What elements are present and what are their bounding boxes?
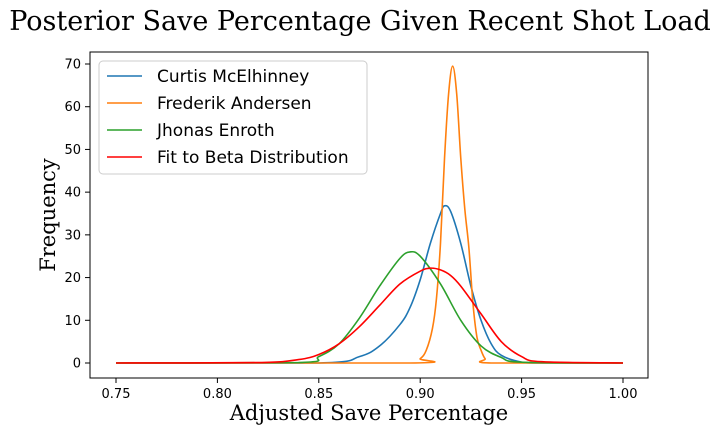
x-tick-label: 0.85 — [304, 387, 333, 402]
x-axis: 0.75 0.80 0.85 0.90 0.95 1.00 — [102, 378, 638, 402]
legend: Curtis McElhinney Frederik Andersen Jhonas… — [98, 60, 368, 175]
y-axis-label: Frequency — [36, 158, 60, 272]
series-line-2 — [115, 250, 624, 364]
legend-label: Jhonas Enroth — [156, 121, 275, 141]
x-tick-label: 0.95 — [507, 387, 536, 402]
series-line-0 — [115, 204, 623, 364]
y-tick-label: 60 — [64, 100, 81, 115]
plot-lines — [115, 65, 624, 364]
series-line-3 — [115, 267, 624, 364]
legend-label: Frederik Andersen — [157, 94, 312, 114]
y-tick-label: 0 — [73, 357, 81, 372]
legend-label: Fit to Beta Distribution — [157, 148, 349, 168]
y-tick-label: 50 — [64, 143, 81, 158]
chart-title: Posterior Save Percentage Given Recent S… — [9, 6, 711, 37]
y-tick-label: 30 — [64, 228, 81, 243]
y-tick-label: 70 — [64, 58, 81, 73]
y-tick-label: 40 — [64, 186, 81, 201]
series-line-1 — [115, 65, 623, 364]
x-tick-label: 0.75 — [102, 387, 131, 402]
legend-box — [98, 60, 368, 175]
x-tick-label: 1.00 — [609, 387, 638, 402]
y-tick-label: 20 — [64, 271, 81, 286]
x-axis-label: Adjusted Save Percentage — [229, 401, 508, 425]
x-tick-label: 0.90 — [406, 387, 435, 402]
legend-label: Curtis McElhinney — [157, 67, 309, 87]
x-tick-label: 0.80 — [203, 387, 232, 402]
y-axis: 0 10 20 30 40 50 60 70 — [64, 58, 90, 372]
plot-frame — [89, 51, 649, 379]
y-tick-label: 10 — [64, 314, 81, 329]
